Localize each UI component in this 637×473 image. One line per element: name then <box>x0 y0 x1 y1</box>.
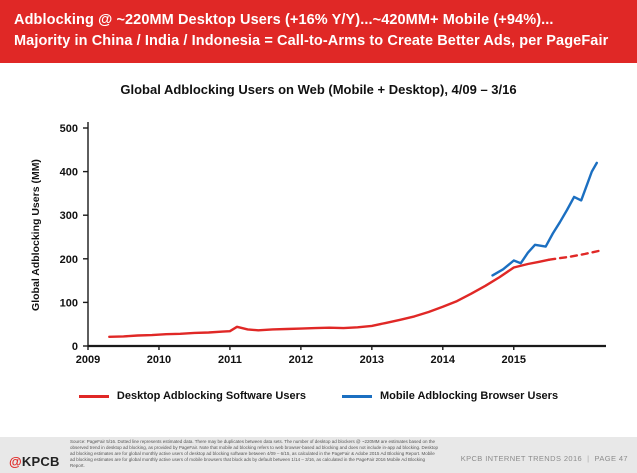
adblocking-line-chart: 0 100 200 300 400 500 2009 2010 2011 2012 2013 2014… <box>60 122 606 366</box>
kpcb-logo-text: KPCB <box>21 454 60 469</box>
footer-credit-separator: | <box>587 454 590 463</box>
svg-text:0: 0 <box>72 341 78 353</box>
legend-swatch-mobile <box>342 394 372 398</box>
svg-text:2012: 2012 <box>289 354 313 366</box>
legend-swatch-desktop <box>78 394 109 398</box>
svg-text:100: 100 <box>60 297 78 309</box>
legend-item-mobile: Mobile Adblocking Browser Users <box>342 390 558 402</box>
kpcb-logo: @KPCB <box>9 454 60 469</box>
footer-credit: KPCB INTERNET TRENDS 2016 | PAGE 47 <box>461 454 628 463</box>
header-line-1: Adblocking @ ~220MM Desktop Users (+16% … <box>14 12 554 28</box>
svg-text:2014: 2014 <box>431 354 456 366</box>
svg-text:2011: 2011 <box>218 354 242 366</box>
source-note: Source: PageFair 5/16. Dotted line repre… <box>70 439 438 469</box>
footer-credit-text: KPCB INTERNET TRENDS 2016 <box>460 454 583 463</box>
svg-text:300: 300 <box>60 210 78 222</box>
header-banner: Adblocking @ ~220MM Desktop Users (+16% … <box>0 0 637 63</box>
svg-text:2010: 2010 <box>147 354 171 366</box>
legend-label-mobile: Mobile Adblocking Browser Users <box>380 390 559 402</box>
legend-item-desktop: Desktop Adblocking Software Users <box>78 390 306 402</box>
kpcb-logo-at: @ <box>9 454 22 469</box>
chart-title: Global Adblocking Users on Web (Mobile +… <box>120 82 517 97</box>
svg-text:2013: 2013 <box>360 354 384 366</box>
header-line-2: Majority in China / India / Indonesia = … <box>14 33 609 49</box>
svg-text:2015: 2015 <box>502 354 526 366</box>
page-number: PAGE 47 <box>594 454 628 463</box>
legend-label-desktop: Desktop Adblocking Software Users <box>116 390 306 402</box>
svg-text:2009: 2009 <box>76 354 100 366</box>
chart-legend: Desktop Adblocking Software Users Mobile… <box>0 390 637 402</box>
svg-text:200: 200 <box>60 254 78 266</box>
svg-text:400: 400 <box>60 167 78 179</box>
footer: Source: PageFair 5/16. Dotted line repre… <box>0 437 637 473</box>
svg-text:500: 500 <box>60 123 78 135</box>
